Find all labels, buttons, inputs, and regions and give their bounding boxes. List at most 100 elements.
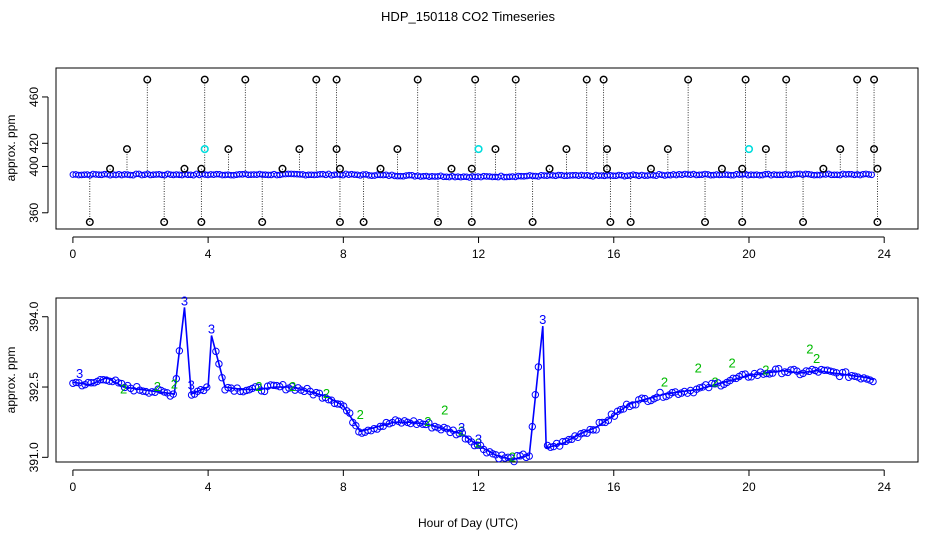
blue-series-point xyxy=(546,443,555,451)
outlier-point xyxy=(545,164,554,173)
green-series-label: 2 xyxy=(255,379,262,394)
blue-series-point xyxy=(604,416,613,425)
x-tick-label: 12 xyxy=(472,247,486,261)
blue-series-point xyxy=(251,383,260,391)
y-tick-label: 391.0 xyxy=(27,442,41,472)
x-axis-label: Hour of Day (UTC) xyxy=(418,516,518,530)
baseline-point xyxy=(868,171,875,179)
y-tick-label: 392.5 xyxy=(27,372,41,402)
blue-series-point xyxy=(738,370,746,379)
outlier-point xyxy=(870,75,879,84)
blue-series-point xyxy=(224,383,232,392)
outlier-point xyxy=(122,145,131,154)
top-outlier-points xyxy=(85,75,882,227)
blue-series-point xyxy=(169,390,177,398)
top-outlier-drop-lines xyxy=(89,79,878,223)
spike-label: 3 xyxy=(208,321,215,336)
top-panel: 0 4 8 12 16 20 24 360 400 420 460 approx. ppm xyxy=(4,67,919,261)
green-series-label: 2 xyxy=(357,407,364,422)
top-x-axis: 0 4 8 12 16 20 24 xyxy=(70,236,891,261)
outlier-point xyxy=(528,218,537,227)
y-tick-label: 400 xyxy=(27,156,41,176)
outlier-point xyxy=(684,75,693,84)
blue-series-point xyxy=(531,391,540,399)
chart-title: HDP_150118 CO2 Timeseries xyxy=(381,9,555,24)
blue-series-point xyxy=(358,429,366,437)
outlier-point xyxy=(180,164,189,173)
outlier-point xyxy=(278,164,287,173)
outlier-point xyxy=(393,145,402,154)
outlier-point xyxy=(433,218,442,227)
blue-series-point xyxy=(257,387,266,395)
outlier-point xyxy=(312,75,321,84)
baseline-point xyxy=(865,171,873,178)
spike-label: 3 xyxy=(475,432,482,447)
blue-series-point xyxy=(172,374,181,383)
blue-series-point xyxy=(458,429,467,437)
outlier-point xyxy=(511,75,520,84)
green-series-label: 2 xyxy=(441,402,448,417)
flagged-point xyxy=(474,144,483,154)
blue-series-point xyxy=(312,388,320,397)
y-tick-label: 360 xyxy=(27,202,41,222)
outlier-point xyxy=(799,218,808,227)
outlier-point xyxy=(717,164,726,173)
outlier-point xyxy=(701,218,710,227)
blue-series-point xyxy=(851,372,859,380)
outlier-point xyxy=(241,75,250,84)
blue-series-point xyxy=(78,382,86,390)
blue-series-point xyxy=(510,457,518,466)
outlier-point xyxy=(603,164,612,173)
blue-series-point xyxy=(212,347,220,356)
bottom-x-axis: 0 4 8 12 16 20 24 xyxy=(70,469,891,494)
blue-series-point xyxy=(616,406,625,414)
outlier-point xyxy=(819,164,828,173)
blue-series-point xyxy=(525,452,533,460)
outlier-point xyxy=(873,218,882,227)
blue-series-point xyxy=(589,426,597,434)
outlier-point xyxy=(447,164,456,173)
outlier-point xyxy=(467,164,476,173)
top-y-axis: 360 400 420 460 xyxy=(27,87,49,223)
blue-series-point xyxy=(744,373,753,381)
flagged-point xyxy=(744,144,754,154)
outlier-point xyxy=(143,75,152,84)
blue-series-point xyxy=(352,421,360,430)
blue-series-point xyxy=(695,384,704,392)
outlier-point xyxy=(160,218,169,227)
spike-label: 3 xyxy=(539,312,546,327)
blue-series-point xyxy=(473,441,482,449)
x-tick-label: 4 xyxy=(205,480,212,494)
blue-series-point xyxy=(829,368,838,376)
spike-label: 3 xyxy=(188,378,195,393)
outlier-point xyxy=(738,164,747,173)
outlier-point xyxy=(335,218,344,227)
outlier-point xyxy=(491,145,500,154)
blue-series-point xyxy=(346,409,354,417)
blue-series-point xyxy=(504,453,512,462)
outlier-point xyxy=(376,164,385,173)
green-series-label: 2 xyxy=(289,379,296,394)
outlier-point xyxy=(335,164,344,173)
outlier-point xyxy=(738,218,747,227)
outlier-point xyxy=(332,75,341,84)
green-series-label: 2 xyxy=(509,449,516,464)
green-series-label: 2 xyxy=(695,360,702,375)
spike-label: 3 xyxy=(458,420,465,435)
outlier-point xyxy=(836,145,845,154)
bottom-plot-frame xyxy=(55,297,919,463)
outlier-point xyxy=(761,145,770,154)
x-tick-label: 8 xyxy=(340,247,347,261)
x-tick-label: 0 xyxy=(70,480,77,494)
green-series-label: 2 xyxy=(712,374,719,389)
top-plot-frame xyxy=(55,67,919,230)
green-series-label: 2 xyxy=(813,351,820,366)
green-series-label: 2 xyxy=(424,414,431,429)
outlier-point xyxy=(200,75,209,84)
x-tick-label: 16 xyxy=(607,480,621,494)
outlier-point xyxy=(853,75,862,84)
outlier-point xyxy=(197,218,206,227)
blue-series-point xyxy=(148,388,156,396)
outlier-point xyxy=(873,164,882,173)
